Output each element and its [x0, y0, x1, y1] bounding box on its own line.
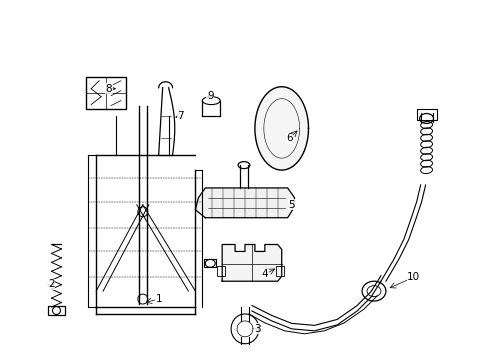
Bar — [275, 266, 283, 276]
Text: 4: 4 — [261, 269, 267, 279]
Text: 3: 3 — [254, 324, 261, 334]
Text: 9: 9 — [206, 91, 213, 101]
Bar — [47, 306, 65, 315]
Polygon shape — [254, 87, 308, 170]
Bar — [416, 109, 436, 121]
Text: 8: 8 — [105, 84, 112, 94]
Text: 6: 6 — [286, 133, 292, 143]
Polygon shape — [222, 244, 281, 281]
Bar — [217, 266, 224, 276]
Text: 1: 1 — [155, 294, 162, 304]
Text: 7: 7 — [177, 111, 183, 121]
Text: 5: 5 — [288, 200, 294, 210]
Text: 10: 10 — [407, 272, 419, 282]
Bar — [86, 77, 126, 109]
Text: 2: 2 — [48, 279, 55, 289]
Bar — [204, 260, 216, 267]
Polygon shape — [195, 188, 294, 218]
